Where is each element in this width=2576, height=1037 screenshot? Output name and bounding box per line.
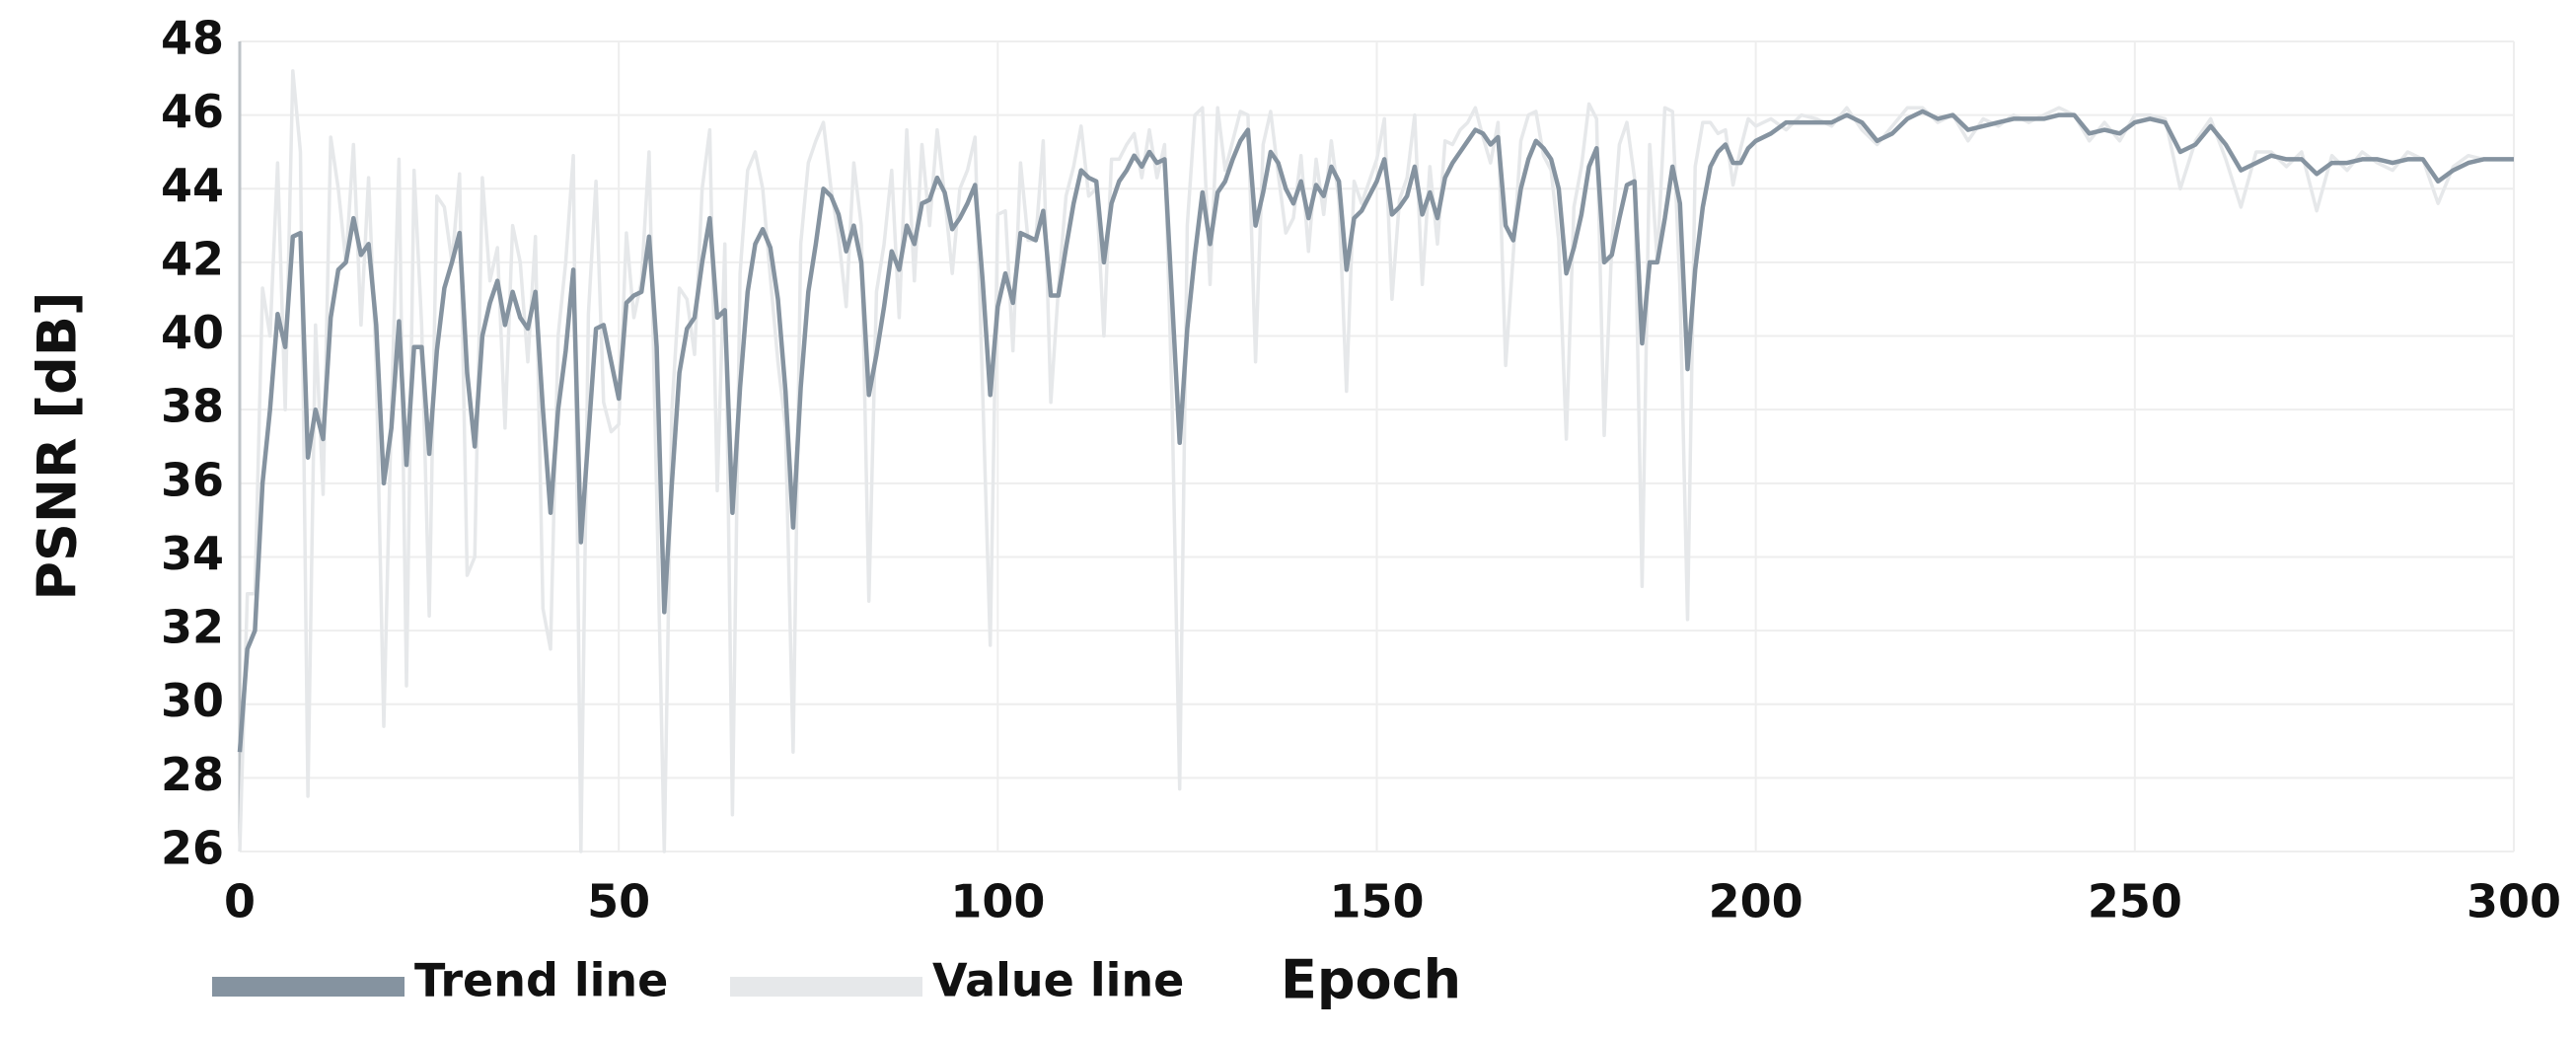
x-tick-label: 150 xyxy=(1329,875,1424,928)
y-tick-label: 40 xyxy=(161,306,224,359)
legend-label: Value line xyxy=(932,954,1184,1007)
x-tick-label: 0 xyxy=(224,875,256,928)
x-tick-label: 300 xyxy=(2466,875,2561,928)
x-tick-label: 250 xyxy=(2088,875,2182,928)
legend-swatch xyxy=(212,977,405,997)
y-tick-label: 28 xyxy=(161,748,224,801)
y-tick-label: 26 xyxy=(161,822,224,875)
y-tick-label: 44 xyxy=(161,159,224,212)
legend-swatch xyxy=(730,977,922,997)
y-tick-label: 32 xyxy=(161,601,224,654)
x-tick-label: 200 xyxy=(1709,875,1803,928)
y-tick-label: 46 xyxy=(161,85,224,138)
y-tick-label: 36 xyxy=(161,453,224,506)
series-line xyxy=(237,109,2514,753)
x-tick-label: 100 xyxy=(950,875,1045,928)
x-tick-label: 50 xyxy=(587,875,650,928)
y-tick-label: 48 xyxy=(161,12,224,65)
legend-label: Trend line xyxy=(414,954,668,1007)
x-axis-label: Epoch xyxy=(1281,949,1461,1011)
y-tick-label: 42 xyxy=(161,232,224,285)
y-axis-label: PSNR [dB] xyxy=(27,291,89,600)
y-tick-label: 38 xyxy=(161,380,224,433)
y-tick-label: 34 xyxy=(161,527,224,580)
y-tick-label: 30 xyxy=(161,674,224,727)
